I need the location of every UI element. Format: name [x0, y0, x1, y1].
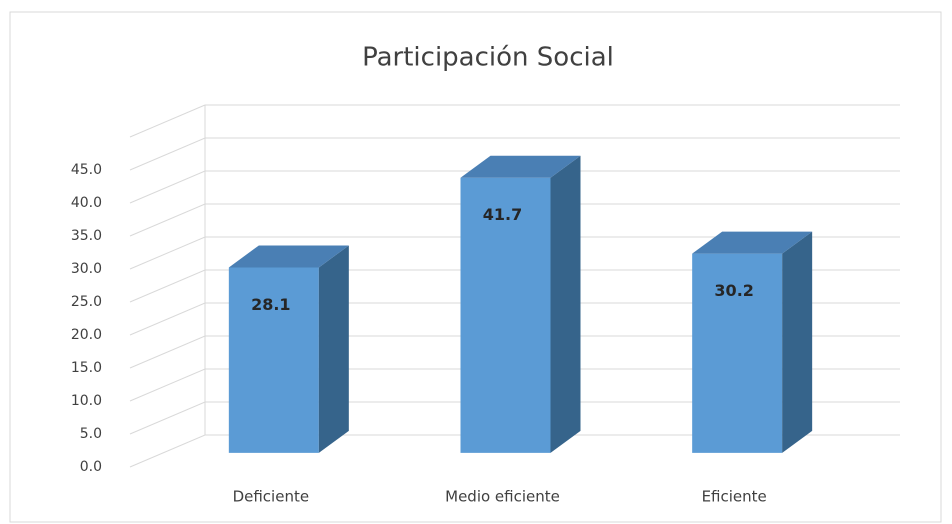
y-tick-label: 10.0 — [71, 393, 102, 409]
y-tick-label: 35.0 — [71, 228, 102, 244]
y-tick-label: 45.0 — [71, 162, 102, 178]
bar — [460, 155, 581, 453]
grid-line — [129, 203, 900, 237]
grid-line — [129, 170, 900, 204]
wall-edge — [129, 104, 206, 138]
data-label: 30.2 — [714, 281, 753, 300]
bar — [692, 231, 813, 453]
bar-front — [460, 177, 551, 453]
data-label: 41.7 — [483, 205, 522, 224]
y-tick-label: 20.0 — [71, 327, 102, 343]
grid-line — [129, 401, 900, 435]
y-tick-label: 40.0 — [71, 195, 102, 211]
chart-title: Participación Social — [362, 43, 614, 73]
bar-side — [550, 155, 581, 453]
x-tick-label: Deficiente — [233, 488, 310, 506]
y-tick-label: 5.0 — [80, 426, 102, 442]
bar-top — [460, 155, 581, 178]
bar-side — [782, 231, 813, 453]
data-label: 28.1 — [251, 295, 290, 314]
bar-side — [318, 245, 349, 453]
bar-top — [692, 231, 813, 254]
grid-line — [129, 434, 900, 468]
y-tick-label: 15.0 — [71, 360, 102, 376]
y-tick-label: 0.0 — [80, 459, 102, 475]
bar-front — [692, 253, 783, 453]
x-tick-label: Medio eficiente — [445, 488, 560, 506]
grid-line — [129, 137, 900, 171]
bar-top — [228, 245, 349, 268]
grid-line — [129, 269, 900, 303]
grid-line — [129, 368, 900, 402]
y-tick-label: 25.0 — [71, 294, 102, 310]
x-tick-label: Eficiente — [702, 488, 767, 506]
grid-line — [129, 335, 900, 369]
y-tick-label: 30.0 — [71, 261, 102, 277]
bar-front — [228, 267, 319, 453]
grid-line — [129, 236, 900, 270]
grid-line — [129, 302, 900, 336]
bar — [228, 245, 349, 453]
